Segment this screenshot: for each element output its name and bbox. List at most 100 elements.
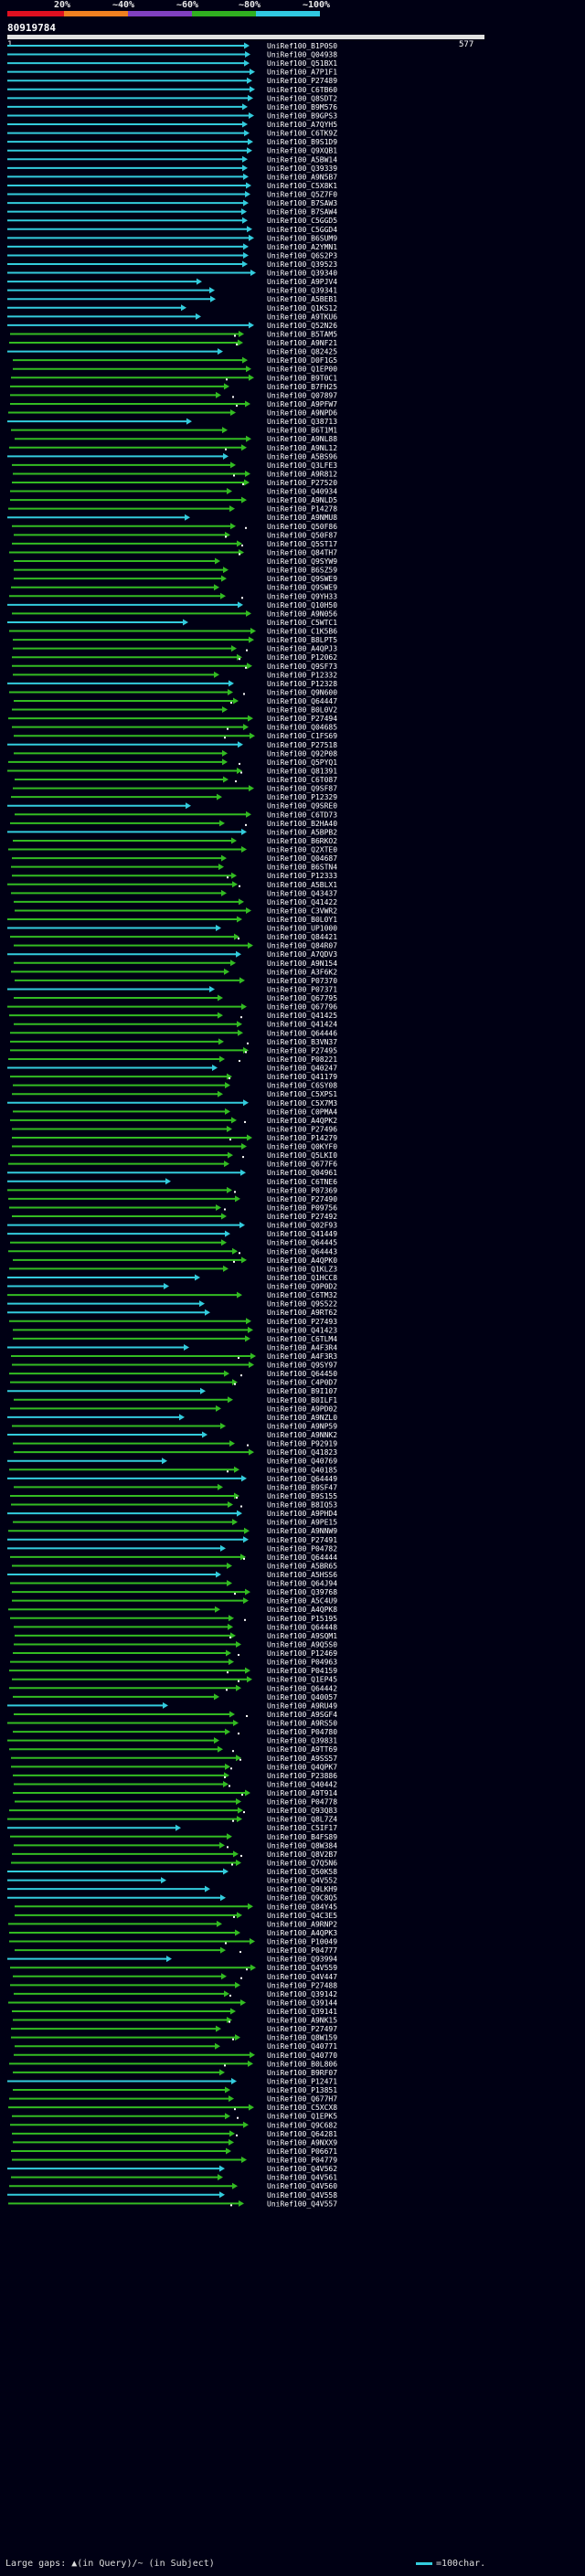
hit-label[interactable]: UniRef100_B8IQ53 [267,1501,337,1510]
hit-row[interactable]: UniRef100_A5BS96 [7,452,337,461]
hit-row[interactable]: UniRef100_A9TT69 [9,1745,337,1754]
hit-label[interactable]: UniRef100_B6RKO2 [267,837,337,845]
hit-label[interactable]: UniRef100_P27518 [267,741,337,749]
hit-row[interactable]: UniRef100_C5X7M3 [7,1099,337,1108]
hit-row[interactable]: UniRef100_P27489 [7,77,337,85]
hit-row[interactable]: UniRef100_C5WTC1 [7,619,337,627]
hit-row[interactable]: UniRef100_Q39341 [7,287,337,295]
hit-label[interactable]: UniRef100_P04778 [267,1798,337,1807]
hit-label[interactable]: UniRef100_Q9C682 [267,2121,337,2129]
hit-label[interactable]: UniRef100_A9NMU8 [267,514,337,522]
hit-label[interactable]: UniRef100_C5GGD5 [267,217,337,225]
hit-row[interactable]: UniRef100_Q39141 [12,2008,337,2016]
hit-row[interactable]: UniRef100_Q64281 [12,2130,337,2138]
hit-label[interactable]: UniRef100_Q9P0D2 [267,1283,337,1291]
hit-row[interactable]: UniRef100_P27492 [12,1213,337,1221]
hit-label[interactable]: UniRef100_C6T087 [267,776,337,784]
hit-label[interactable]: UniRef100_P12332 [267,671,337,679]
hit-row[interactable]: UniRef100_P12333 [12,872,337,880]
hit-label[interactable]: UniRef100_Q07897 [267,391,337,399]
hit-label[interactable]: UniRef100_Q84Y45 [267,1903,337,1911]
hit-label[interactable]: UniRef100_B6SUM9 [267,234,337,242]
hit-label[interactable]: UniRef100_A2YMN1 [267,243,337,251]
hit-label[interactable]: UniRef100_Q64443 [267,1247,337,1256]
hit-label[interactable]: UniRef100_Q4V447 [267,1973,337,1981]
hit-label[interactable]: UniRef100_P12328 [267,680,337,688]
hit-label[interactable]: UniRef100_B1P0S0 [267,42,337,50]
hit-label[interactable]: UniRef100_Q4V562 [267,2165,337,2173]
hit-row[interactable]: UniRef100_Q64442 [9,1684,337,1692]
hit-row[interactable]: UniRef100_Q07897 [10,391,337,399]
hit-label[interactable]: UniRef100_Q4V561 [267,2174,337,2182]
hit-label[interactable]: UniRef100_Q93994 [267,1956,337,1964]
hit-row[interactable]: UniRef100_D0F1G5 [13,356,337,365]
hit-label[interactable]: UniRef100_P08221 [267,1055,337,1064]
hit-row[interactable]: UniRef100_A9RS50 [7,1720,337,1728]
hit-row[interactable]: UniRef100_B6T1M1 [11,427,337,435]
hit-row[interactable]: UniRef100_Q41425 [9,1012,337,1020]
hit-label[interactable]: UniRef100_A4QPK8 [267,1606,337,1614]
hit-label[interactable]: UniRef100_C6TM32 [267,1291,337,1299]
hit-label[interactable]: UniRef100_A9NPD6 [267,409,337,418]
hit-row[interactable]: UniRef100_Q52N26 [7,322,337,330]
hit-row[interactable]: UniRef100_A9PJV4 [7,278,337,286]
hit-label[interactable]: UniRef100_A5BPB2 [267,828,337,836]
hit-label[interactable]: UniRef100_Q04961 [267,1169,337,1177]
hit-row[interactable]: UniRef100_A9TKU6 [7,313,337,321]
hit-row[interactable]: UniRef100_Q3LFE3 [12,461,337,470]
hit-label[interactable]: UniRef100_P27520 [267,479,337,487]
hit-row[interactable]: UniRef100_A9Q5S0 [14,1640,337,1648]
hit-row[interactable]: UniRef100_Q02F93 [7,1222,337,1230]
hit-label[interactable]: UniRef100_C6TLM4 [267,1335,337,1343]
hit-label[interactable]: UniRef100_Q39831 [267,1737,337,1745]
hit-label[interactable]: UniRef100_P04159 [267,1667,337,1675]
hit-row[interactable]: UniRef100_C6TK9Z [7,130,337,138]
hit-row[interactable]: UniRef100_Q5PYQ1 [8,758,337,767]
hit-row[interactable]: UniRef100_Q1EP45 [12,1676,337,1684]
hit-label[interactable]: UniRef100_B0L0Y1 [267,916,337,924]
hit-row[interactable]: UniRef100_Q5LKI0 [10,1151,337,1160]
hit-row[interactable]: UniRef100_C5IF17 [7,1824,337,1832]
hit-label[interactable]: UniRef100_C4P0D7 [267,1379,337,1387]
hit-row[interactable]: UniRef100_A4QPJ3 [13,645,337,653]
hit-label[interactable]: UniRef100_Q64448 [267,1623,337,1631]
hit-label[interactable]: UniRef100_B6STN4 [267,864,337,872]
hit-label[interactable]: UniRef100_Q41424 [267,1021,337,1029]
hit-label[interactable]: UniRef100_Q39142 [267,1990,337,1998]
hit-label[interactable]: UniRef100_C1K5B6 [267,628,337,636]
hit-row[interactable]: UniRef100_Q64443 [8,1247,337,1256]
hit-row[interactable]: UniRef100_C4P0D7 [10,1379,337,1387]
hit-label[interactable]: UniRef100_P04779 [267,2157,337,2165]
hit-label[interactable]: UniRef100_A9NP59 [267,1422,337,1430]
hit-label[interactable]: UniRef100_B9RF07 [267,2069,337,2077]
hit-row[interactable]: UniRef100_P04778 [15,1798,337,1807]
hit-row[interactable]: UniRef100_A9NK15 [13,2017,337,2025]
hit-label[interactable]: UniRef100_P10049 [267,1938,337,1946]
hit-label[interactable]: UniRef100_A9SS57 [267,1754,337,1763]
hit-row[interactable]: UniRef100_Q4V562 [7,2165,337,2173]
hit-label[interactable]: UniRef100_Q64J94 [267,1580,337,1588]
hit-row[interactable]: UniRef100_B6SUM9 [7,234,337,242]
hit-row[interactable]: UniRef100_P27520 [12,479,337,487]
hit-row[interactable]: UniRef100_A5C4U9 [12,1597,337,1606]
hit-label[interactable]: UniRef100_P07371 [267,985,337,993]
hit-row[interactable]: UniRef100_Q40770 [14,2051,337,2060]
hit-label[interactable]: UniRef100_A9RU49 [267,1701,337,1710]
hit-label[interactable]: UniRef100_A9NLD5 [267,496,337,504]
hit-label[interactable]: UniRef100_A4QPK2 [267,1117,337,1125]
hit-row[interactable]: UniRef100_Q64J94 [10,1580,337,1588]
hit-label[interactable]: UniRef100_C6TD73 [267,811,337,819]
hit-row[interactable]: UniRef100_Q81391 [7,767,337,775]
hit-row[interactable]: UniRef100_Q41823 [14,1448,337,1457]
hit-row[interactable]: UniRef100_P12469 [13,1649,337,1658]
hit-row[interactable]: UniRef100_A9NXX9 [13,2138,337,2147]
hit-label[interactable]: UniRef100_Q40442 [267,1780,337,1788]
hit-label[interactable]: UniRef100_A9NXX9 [267,2138,337,2147]
hit-label[interactable]: UniRef100_Q1KS12 [267,304,337,313]
hit-row[interactable]: UniRef100_A9NZL0 [7,1414,337,1422]
hit-row[interactable]: UniRef100_P13851 [13,2086,337,2094]
hit-label[interactable]: UniRef100_Q9SYW9 [267,557,337,566]
hit-label[interactable]: UniRef100_A9N154 [267,959,337,968]
hit-label[interactable]: UniRef100_A4QPK0 [267,1256,337,1265]
hit-row[interactable]: UniRef100_Q9YH33 [9,592,337,600]
